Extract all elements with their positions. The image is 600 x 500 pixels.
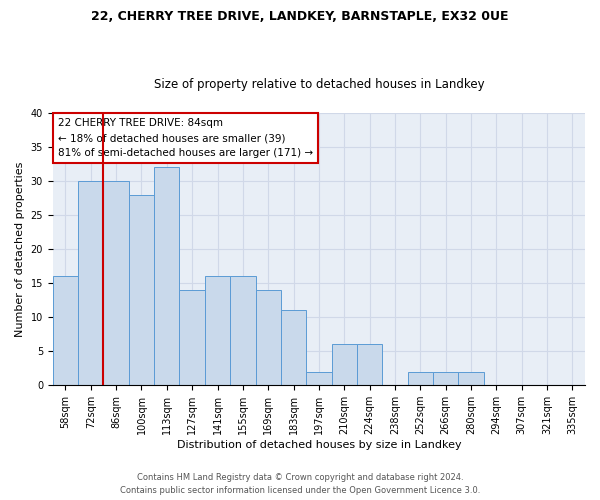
Bar [433, 372, 458, 385]
Bar [78, 181, 103, 385]
X-axis label: Distribution of detached houses by size in Landkey: Distribution of detached houses by size … [176, 440, 461, 450]
Bar [103, 181, 129, 385]
Text: 22, CHERRY TREE DRIVE, LANDKEY, BARNSTAPLE, EX32 0UE: 22, CHERRY TREE DRIVE, LANDKEY, BARNSTAP… [91, 10, 509, 23]
Bar [129, 194, 154, 385]
Bar [179, 290, 205, 385]
Bar [230, 276, 256, 385]
Bar [281, 310, 306, 385]
Text: Contains HM Land Registry data © Crown copyright and database right 2024.: Contains HM Land Registry data © Crown c… [137, 474, 463, 482]
Y-axis label: Number of detached properties: Number of detached properties [15, 162, 25, 337]
Text: Contains public sector information licensed under the Open Government Licence 3.: Contains public sector information licen… [120, 486, 480, 495]
Bar [332, 344, 357, 385]
Bar [256, 290, 281, 385]
Text: 22 CHERRY TREE DRIVE: 84sqm
← 18% of detached houses are smaller (39)
81% of sem: 22 CHERRY TREE DRIVE: 84sqm ← 18% of det… [58, 118, 313, 158]
Bar [357, 344, 382, 385]
Bar [458, 372, 484, 385]
Bar [407, 372, 433, 385]
Bar [306, 372, 332, 385]
Bar [154, 168, 179, 385]
Bar [53, 276, 78, 385]
Bar [205, 276, 230, 385]
Title: Size of property relative to detached houses in Landkey: Size of property relative to detached ho… [154, 78, 484, 91]
